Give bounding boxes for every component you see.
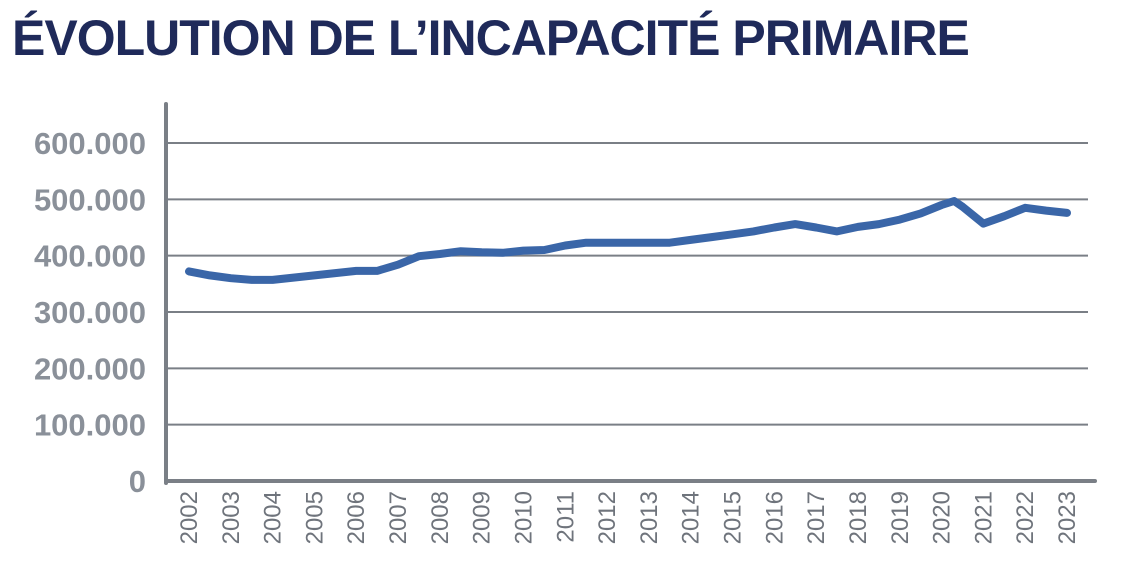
y-tick-label: 500.000 (34, 182, 146, 217)
x-tick-label: 2004 (260, 491, 287, 544)
y-axis-tick-labels: 0 100.000 200.000 300.000 400.000 500.000 600.… (34, 126, 146, 499)
x-tick-label: 2022 (1012, 491, 1039, 544)
y-tick-label: 400.000 (34, 239, 146, 274)
x-tick-label: 2005 (301, 491, 328, 544)
x-tick-label: 2018 (845, 491, 872, 544)
x-tick-label: 2006 (343, 491, 370, 544)
x-tick-label: 2007 (385, 491, 412, 544)
axes (164, 102, 1097, 485)
series-line-1 (185, 197, 1071, 284)
y-tick-label: 100.000 (34, 408, 146, 443)
x-tick-label: 2014 (678, 491, 705, 544)
chart-title: ÉVOLUTION DE L’INCAPACITÉ PRIMAIRE (12, 10, 970, 66)
x-tick-label: 2019 (887, 491, 914, 544)
x-tick-label: 2002 (176, 491, 203, 544)
x-tick-label: 2011 (552, 491, 579, 543)
x-tick-label: 2021 (970, 491, 997, 544)
x-tick-label: 2012 (594, 491, 621, 544)
x-tick-label: 2010 (510, 491, 537, 544)
y-tick-label: 0 (129, 464, 146, 499)
y-tick-label: 600.000 (34, 126, 146, 161)
series-lines (185, 197, 1071, 284)
x-tick-label: 2008 (427, 491, 454, 544)
x-axis-tick-labels: 2002 2003 2004 2005 2006 2007 2008 2009 2010 2011… (176, 491, 1081, 544)
x-tick-label: 2017 (803, 491, 830, 544)
x-tick-label: 2016 (761, 491, 788, 544)
y-tick-label: 200.000 (34, 351, 146, 386)
gridlines (166, 142, 1088, 426)
x-tick-label: 2023 (1054, 491, 1081, 544)
x-tick-label: 2009 (469, 491, 496, 544)
x-tick-label: 2013 (636, 491, 663, 544)
y-tick-label: 300.000 (34, 295, 146, 330)
x-tick-label: 2003 (218, 491, 245, 544)
x-tick-label: 2020 (929, 491, 956, 544)
x-tick-label: 2015 (720, 491, 747, 544)
